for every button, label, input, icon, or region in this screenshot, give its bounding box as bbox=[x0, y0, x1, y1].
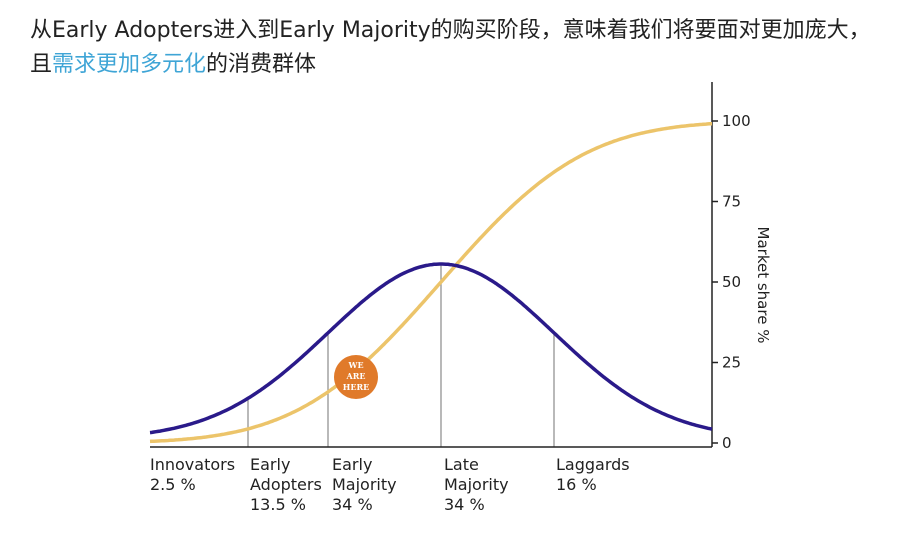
y-tick-label: 100 bbox=[722, 112, 751, 130]
badge-text-we: WE bbox=[347, 360, 363, 370]
s-curve-line bbox=[149, 121, 713, 444]
badge-text-here: HERE bbox=[343, 382, 369, 392]
we-are-here-badge: WE ARE HERE bbox=[334, 355, 378, 399]
headline-part2: 的消费群体 bbox=[206, 52, 317, 77]
segment-label: 2.5 % bbox=[150, 475, 196, 494]
segment-label: Late bbox=[444, 455, 479, 474]
segment-label: Early bbox=[250, 455, 290, 474]
badge-circle bbox=[334, 355, 378, 399]
segment-label: Innovators bbox=[150, 455, 235, 474]
segment-label: Majority bbox=[332, 475, 397, 494]
y-tick-label: 75 bbox=[722, 193, 741, 211]
headline-part1: 从Early Adopters进入到Early Majority的购买阶段，意味… bbox=[30, 18, 871, 77]
y-tick-label: 50 bbox=[722, 273, 741, 291]
segment-label: Adopters bbox=[250, 475, 322, 494]
headline: 从Early Adopters进入到Early Majority的购买阶段，意味… bbox=[30, 14, 880, 82]
segment-label: 34 % bbox=[444, 495, 485, 514]
segment-label: Laggards bbox=[556, 455, 630, 474]
y-ticks: 0 25 50 75 100 bbox=[712, 112, 751, 452]
badge-text-are: ARE bbox=[346, 371, 366, 381]
y-tick-label: 0 bbox=[722, 434, 732, 452]
y-tick-label: 25 bbox=[722, 354, 741, 372]
headline-highlight: 需求更加多元化 bbox=[52, 52, 207, 77]
segment-label: Majority bbox=[444, 475, 509, 494]
segment-label: Early bbox=[332, 455, 372, 474]
segment-label: 13.5 % bbox=[250, 495, 306, 514]
segment-label: 34 % bbox=[332, 495, 373, 514]
segment-label: 16 % bbox=[556, 475, 597, 494]
bell-curve-line bbox=[149, 262, 713, 435]
y-axis-title: Market share % bbox=[754, 227, 772, 344]
